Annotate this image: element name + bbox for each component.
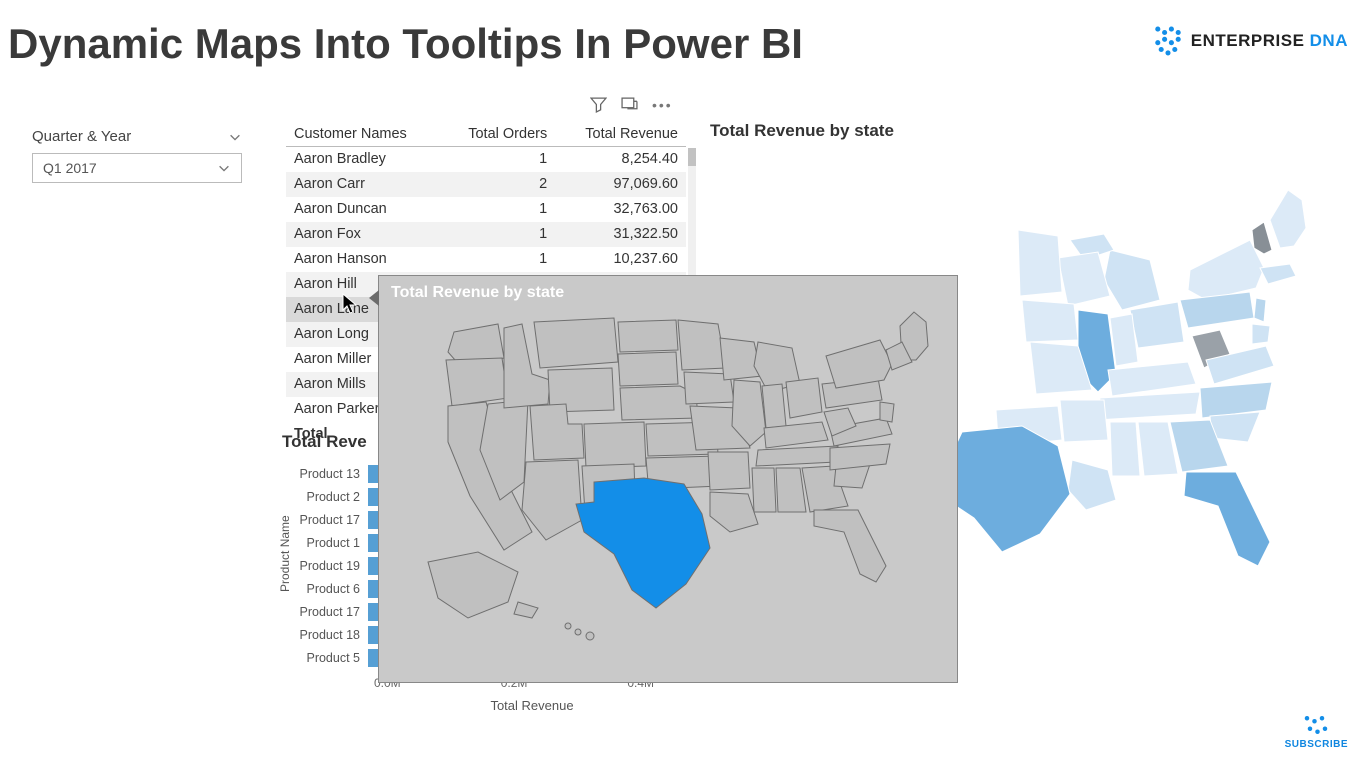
col-orders[interactable]: Total Orders: [441, 122, 555, 147]
subscribe-badge[interactable]: SUBSCRIBE: [1285, 713, 1348, 750]
brand-suffix: DNA: [1310, 31, 1348, 50]
quarter-year-slicer[interactable]: Quarter & Year Q1 2017: [32, 128, 242, 183]
dna-icon: [1151, 24, 1185, 58]
col-customer[interactable]: Customer Names: [286, 122, 441, 147]
slicer-dropdown[interactable]: Q1 2017: [32, 153, 242, 183]
visual-toolbar: •••: [590, 96, 673, 113]
brand-prefix: ENTERPRISE: [1191, 31, 1310, 50]
slicer-label: Quarter & Year: [32, 128, 131, 145]
more-options-icon[interactable]: •••: [652, 97, 673, 113]
tooltip-map-popup: Total Revenue by state: [378, 275, 958, 683]
tooltip-title: Total Revenue by state: [379, 276, 957, 306]
table-row[interactable]: Aaron Hanson110,237.60: [286, 247, 686, 272]
table-row[interactable]: Aaron Duncan132,763.00: [286, 197, 686, 222]
table-row[interactable]: Aaron Carr297,069.60: [286, 172, 686, 197]
filter-icon[interactable]: [590, 96, 607, 113]
tooltip-us-map: [398, 306, 938, 666]
chevron-down-icon: [228, 130, 242, 144]
table-row[interactable]: Aaron Fox131,322.50: [286, 222, 686, 247]
chevron-down-icon: [217, 161, 231, 175]
table-row[interactable]: Aaron Bradley18,254.40: [286, 147, 686, 173]
barchart-xlabel: Total Revenue: [372, 698, 692, 713]
col-revenue[interactable]: Total Revenue: [555, 122, 686, 147]
focus-mode-icon[interactable]: [621, 96, 638, 113]
barchart-ylabel: Product Name: [278, 515, 292, 592]
page-title: Dynamic Maps Into Tooltips In Power BI: [8, 20, 803, 68]
brand-logo: ENTERPRISE DNA: [1151, 24, 1348, 58]
subscribe-label: SUBSCRIBE: [1285, 739, 1348, 750]
slicer-value: Q1 2017: [43, 160, 97, 176]
bg-map-title: Total Revenue by state: [710, 121, 894, 141]
